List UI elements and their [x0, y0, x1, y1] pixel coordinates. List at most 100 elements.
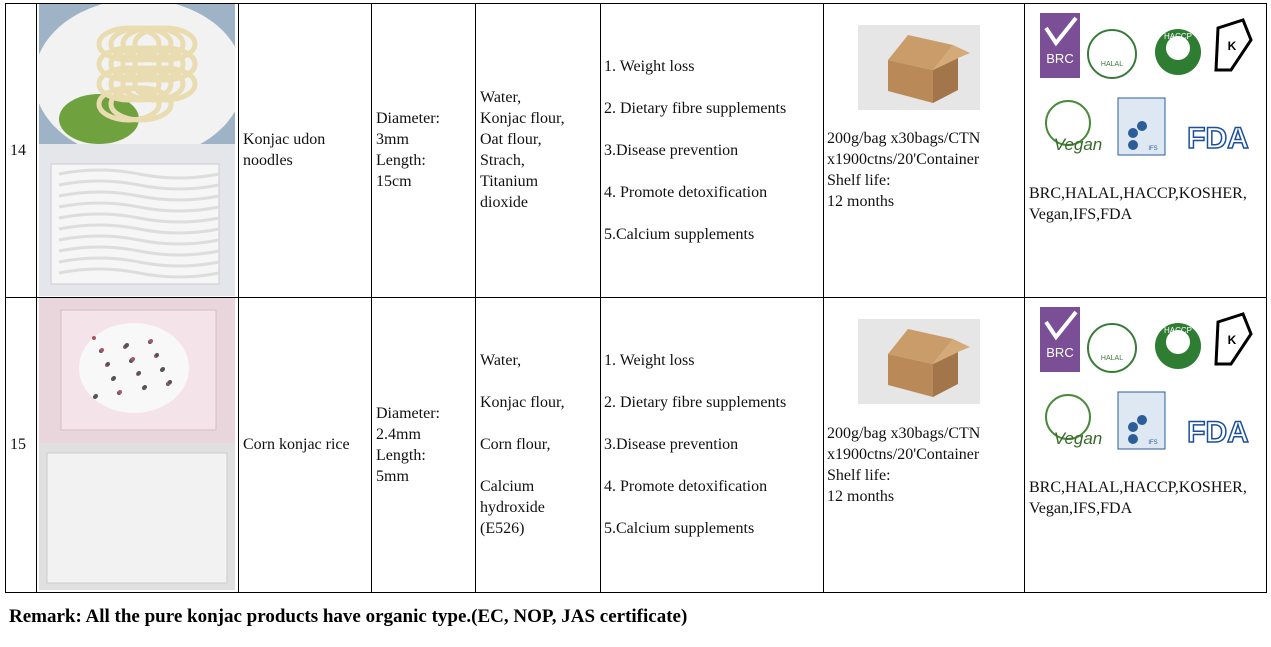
table-border	[600, 3, 601, 593]
cell-text: dioxide	[480, 194, 528, 211]
shape	[58, 179, 220, 191]
shape	[1128, 128, 1138, 138]
logo-text: HALAL	[1101, 61, 1123, 68]
cell-text: 2. Dietary fibre supplements	[604, 99, 787, 117]
cell-text: 15cm	[376, 173, 412, 190]
cell-text: hydroxide	[480, 499, 545, 516]
shape	[1214, 312, 1253, 366]
shape	[168, 380, 172, 384]
shape	[888, 60, 933, 103]
shape	[132, 25, 198, 63]
table-border	[36, 3, 37, 593]
shape	[131, 357, 135, 361]
cell-text: 12 months	[827, 487, 895, 505]
carton-photo	[858, 319, 980, 404]
table-border	[238, 3, 239, 593]
shape	[58, 223, 220, 235]
cell-text: 12 months	[827, 193, 895, 210]
shape	[161, 367, 165, 371]
cell-text: 2.4mm	[376, 425, 421, 443]
logo-text: HALAL	[1101, 355, 1123, 362]
cell-text: 1. Weight loss	[604, 57, 695, 75]
shape	[1128, 434, 1138, 444]
cell-text: Diameter:	[376, 404, 440, 422]
shape	[155, 353, 159, 357]
shape	[1128, 422, 1138, 432]
cell-text: x1900ctns/20'Container	[827, 445, 980, 463]
shape	[112, 376, 116, 380]
shape	[888, 329, 953, 364]
shape	[888, 354, 933, 397]
table-border	[5, 592, 1267, 593]
cell-text: Diameter:	[376, 110, 440, 127]
shape	[58, 168, 220, 180]
shape	[1087, 323, 1137, 373]
cert-text: Vegan,IFS,FDA	[1029, 500, 1133, 517]
logo-text: Vegan	[1054, 429, 1103, 448]
logo-text: K	[1228, 39, 1237, 53]
cell-text: Calcium	[480, 478, 535, 495]
shape	[94, 394, 98, 398]
cell-text: Oat flour,	[480, 131, 542, 148]
shape	[79, 323, 189, 413]
table-border	[5, 3, 6, 593]
shape	[933, 352, 958, 397]
cell-text: 200g/bag x30bags/CTN	[827, 424, 981, 442]
cell-text: Konjac flour,	[480, 394, 565, 411]
table-border	[371, 3, 372, 593]
logo-text: K	[1228, 333, 1237, 347]
product-name: Konjac udon	[243, 131, 326, 148]
shape	[46, 452, 228, 584]
shape	[933, 339, 970, 364]
cert-text: Vegan,IFS,FDA	[1029, 206, 1133, 223]
shape	[1045, 100, 1091, 146]
cell-text: 200g/bag x30bags/CTN	[827, 130, 981, 147]
shape	[149, 339, 153, 343]
cell-text: 4. Promote detoxification	[604, 183, 768, 201]
cert-logos: BRC HALAL HACCP K Vegan IFS FDA	[1040, 307, 1253, 450]
table-border	[1024, 3, 1025, 593]
shape	[132, 65, 198, 103]
shape	[100, 348, 104, 352]
cell-text: Shelf life:	[827, 172, 891, 189]
shape	[137, 371, 141, 375]
remark: Remark: All the pure konjac products hav…	[9, 606, 688, 627]
cert-text: BRC,HALAL,HACCP,KOSHER,	[1029, 479, 1247, 496]
shape	[1166, 330, 1190, 354]
shape	[92, 336, 96, 340]
shape	[106, 362, 110, 366]
shape	[1087, 29, 1137, 79]
product-photo	[39, 4, 235, 296]
table-border	[5, 3, 1267, 4]
cell-text: 3mm	[376, 131, 409, 148]
cell-text: Corn flour,	[480, 436, 551, 453]
cell-text: 3.Disease prevention	[604, 436, 739, 453]
shape	[888, 35, 953, 70]
shape	[143, 385, 147, 389]
logo-text: HACCP	[1164, 326, 1192, 335]
logo-text: FDA	[1187, 416, 1249, 449]
cell-text: 5mm	[376, 467, 409, 485]
logo-text: BRC	[1046, 345, 1073, 360]
cell-text: 5.Calcium supplements	[604, 225, 755, 243]
logo-text: FDA	[1187, 122, 1249, 155]
shape	[59, 94, 139, 144]
cell-text: Length:	[376, 152, 426, 169]
shape	[58, 212, 220, 224]
product-name: noodles	[243, 152, 293, 169]
shape	[933, 45, 970, 70]
shape	[1045, 394, 1091, 440]
row-number: 14	[10, 141, 26, 159]
carton-photo	[858, 25, 980, 110]
product-photo	[39, 298, 235, 590]
logo-text: BRC	[1046, 51, 1073, 66]
table-border	[5, 297, 1267, 298]
shape	[1137, 121, 1147, 131]
cert-text: BRC,HALAL,HACCP,KOSHER,	[1029, 185, 1247, 202]
cell-text: 5.Calcium supplements	[604, 520, 755, 537]
cell-text: Strach,	[480, 152, 525, 169]
shape	[933, 58, 958, 103]
cell-text: Water,	[480, 352, 522, 369]
shape	[132, 45, 198, 83]
